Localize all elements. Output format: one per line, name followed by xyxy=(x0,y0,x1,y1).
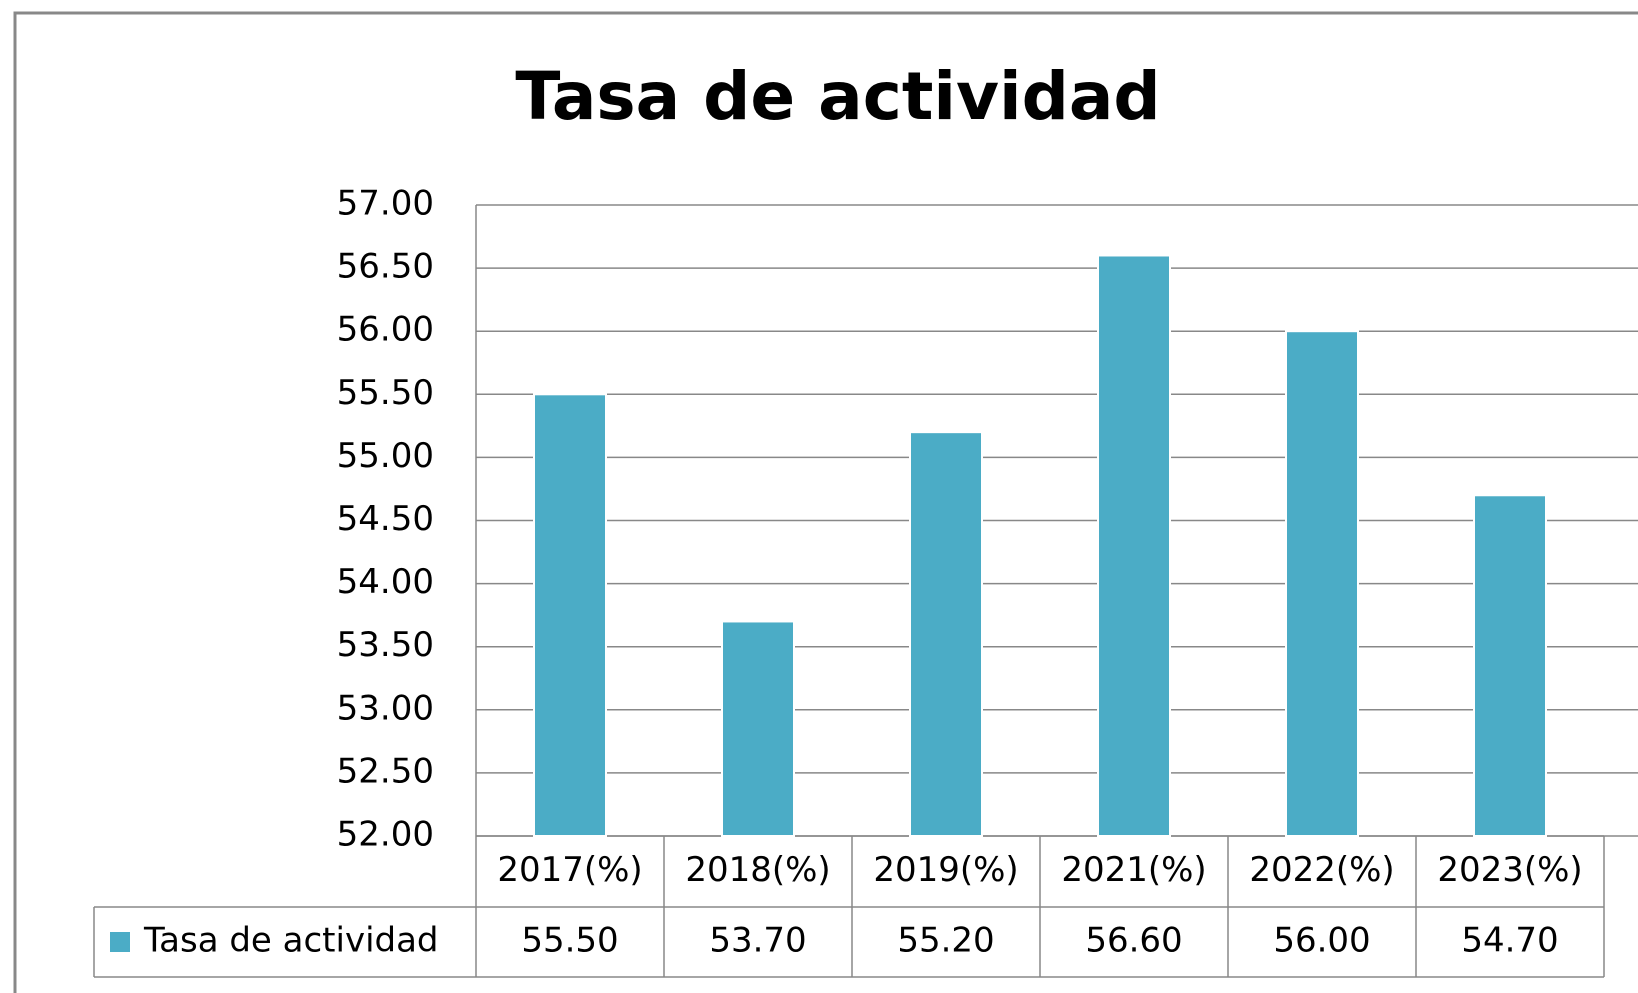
legend-swatch xyxy=(110,932,130,952)
x-tick-label: 2019(%) xyxy=(873,850,1018,890)
chart-border xyxy=(13,11,1638,993)
y-tick-label: 55.50 xyxy=(337,373,434,413)
x-tick-label: 2017(%) xyxy=(497,850,642,890)
y-tick-label: 56.00 xyxy=(337,310,434,350)
legend-label: Tasa de actividad xyxy=(143,921,439,961)
y-tick-label: 53.00 xyxy=(337,688,434,728)
y-tick-label: 55.00 xyxy=(337,436,434,476)
table-value: 55.50 xyxy=(521,921,618,961)
table-value: 53.70 xyxy=(709,921,806,961)
bar xyxy=(721,620,795,838)
x-tick-label: 2021(%) xyxy=(1061,850,1206,890)
x-tick-label: 2022(%) xyxy=(1249,850,1394,890)
chart-title: Tasa de actividad xyxy=(515,58,1160,135)
y-tick-label: 53.50 xyxy=(337,625,434,665)
y-tick-label: 56.50 xyxy=(337,247,434,287)
table-value: 56.00 xyxy=(1273,921,1370,961)
bar xyxy=(1097,254,1171,838)
bar xyxy=(1285,330,1359,837)
y-tick-label: 54.50 xyxy=(337,499,434,539)
bar xyxy=(533,393,607,837)
bar xyxy=(1473,494,1547,837)
table-value: 56.60 xyxy=(1085,921,1182,961)
y-tick-label: 52.50 xyxy=(337,751,434,791)
y-tick-label: 52.00 xyxy=(337,815,434,855)
x-tick-label: 2023(%) xyxy=(1437,850,1582,890)
y-tick-label: 54.00 xyxy=(337,562,434,602)
table-value: 54.70 xyxy=(1461,921,1558,961)
table-value: 55.20 xyxy=(897,921,994,961)
bar xyxy=(909,431,983,837)
x-tick-label: 2018(%) xyxy=(685,850,830,890)
y-tick-label: 57.00 xyxy=(337,184,434,224)
